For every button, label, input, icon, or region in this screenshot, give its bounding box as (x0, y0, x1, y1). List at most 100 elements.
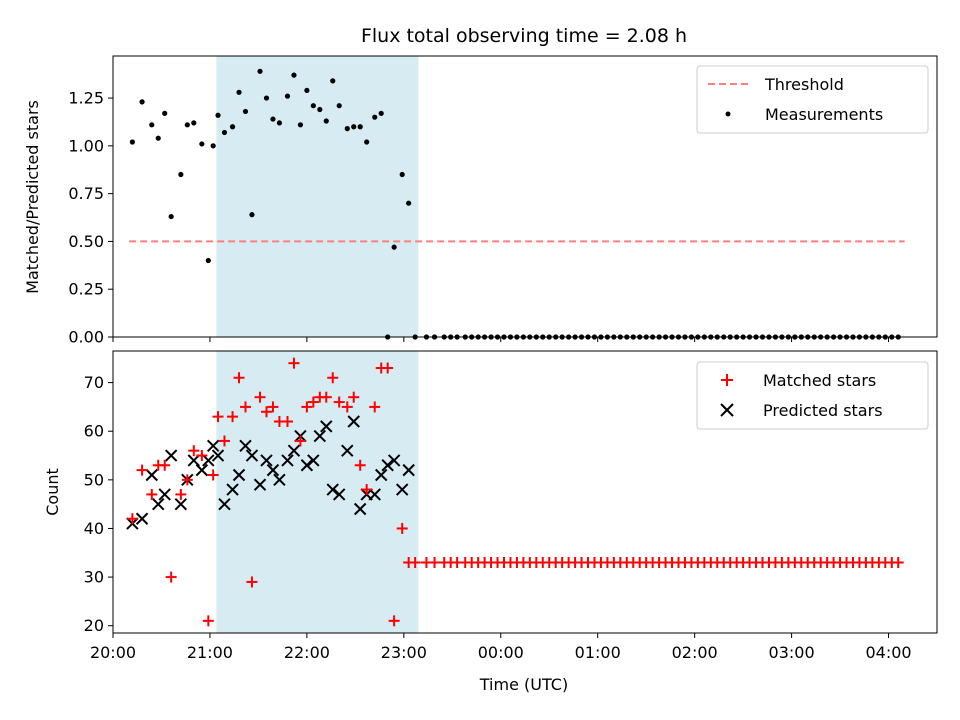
predicted-point (353, 502, 367, 516)
top-y-tick-label: 0.50 (68, 232, 104, 251)
measurement-point (249, 212, 255, 218)
predicted-point (218, 497, 231, 511)
matched-point (233, 372, 245, 384)
bottom-x-ticks: 20:00 21:00 22:00 23:00 00:00 01:00 02:00 03:00… (90, 633, 912, 662)
matched-point (294, 435, 306, 447)
matched-point (301, 401, 313, 413)
matched-point (146, 488, 158, 500)
matched-point (341, 401, 353, 413)
measurement-point (129, 139, 135, 145)
top-y-tick-label: 1.00 (68, 136, 104, 155)
predicted-point (174, 497, 188, 511)
x-tick-label: 04:00 (865, 643, 911, 662)
measurement-point (317, 106, 323, 113)
measurement-point (155, 135, 161, 141)
matched-point (388, 615, 400, 627)
matched-point (218, 435, 230, 447)
measurement-point (323, 118, 329, 124)
matched-point (165, 571, 177, 583)
predicted-point (260, 454, 273, 467)
bottom-y-tick-label: 40 (84, 519, 104, 538)
top-y-tick-label: 0.25 (68, 280, 104, 299)
measurement-point (168, 213, 174, 220)
measurement-point (199, 141, 205, 147)
measurement-point (257, 68, 263, 74)
bottom-y-tick-label: 70 (84, 373, 104, 392)
measurement-point (236, 89, 242, 95)
predicted-point (313, 429, 327, 443)
bottom-y-tick-label: 50 (84, 470, 104, 489)
measurement-point (162, 110, 168, 116)
matched-point (281, 416, 293, 427)
x-tick-label: 01:00 (575, 643, 621, 662)
predicted-point (347, 415, 360, 428)
predicted-point (320, 420, 333, 433)
predicted-point (368, 488, 381, 501)
predicted-point (206, 439, 220, 453)
legend-predicted-swatch (720, 403, 734, 417)
bottom-y-axis-label: Count (43, 468, 62, 516)
x-tick-label: 20:00 (90, 643, 136, 662)
top-legend: Threshold Measurements (696, 65, 929, 134)
matched-point (227, 411, 239, 423)
top-shaded-interval (216, 56, 419, 337)
predicted-point (187, 454, 200, 467)
measurement-point (215, 112, 221, 118)
measurement-point (406, 200, 412, 206)
matched-point (196, 450, 208, 462)
matched-point (892, 557, 904, 568)
measurement-point (310, 103, 316, 109)
measurement-point (221, 129, 228, 136)
predicted-point (164, 449, 178, 462)
measurement-point (344, 126, 350, 132)
matched-point (396, 522, 408, 534)
measurement-point (330, 78, 336, 84)
legend-matched-swatch (721, 374, 733, 386)
bottom-shaded-interval (216, 351, 419, 633)
matched-point (369, 401, 381, 413)
matched-point (175, 488, 187, 500)
bottom-legend: Matched stars Predicted stars (696, 361, 929, 430)
predicted-point (402, 463, 415, 477)
x-tick-label: 02:00 (672, 643, 718, 662)
legend-predicted-label: Predicted stars (763, 401, 883, 420)
matched-point (288, 357, 300, 369)
measurement-point (336, 103, 342, 109)
predicted-point (135, 512, 149, 525)
predicted-point (253, 478, 267, 491)
matched-point (202, 615, 214, 627)
predicted-point (158, 488, 171, 501)
matched-point (260, 406, 272, 418)
chart-title: Flux total observing time = 2.08 h (361, 25, 687, 47)
matched-point (207, 469, 219, 481)
matched-point (267, 401, 279, 413)
bottom-y-tick-label: 20 (84, 616, 104, 635)
matched-point (181, 474, 193, 486)
top-x-ticks (112, 337, 890, 342)
measurement-point (304, 87, 310, 94)
top-y-tick-label: 0.75 (68, 184, 104, 203)
measurement-point (184, 122, 190, 128)
measurement-point (372, 114, 378, 120)
matched-point (354, 459, 366, 471)
matched-point (348, 391, 360, 403)
measurement-point (229, 124, 236, 130)
predicted-point (287, 444, 301, 457)
matched-point (320, 391, 332, 403)
measurement-point (284, 93, 291, 99)
predicted-point (195, 463, 209, 477)
predicted-point (332, 488, 346, 501)
predicted-point (211, 449, 225, 462)
measurement-point (364, 139, 370, 145)
measurement-point (242, 108, 249, 115)
legend-measurements-label: Measurements (765, 105, 883, 124)
predicted-point (152, 497, 165, 511)
matched-point (239, 401, 251, 413)
top-axes-frame (112, 55, 938, 338)
matched-point (361, 484, 373, 496)
predicted-point (226, 483, 239, 496)
predicted-point (266, 463, 280, 477)
predicted-point (341, 444, 354, 457)
top-y-tick-label: 0.00 (68, 328, 104, 347)
bottom-y-ticks: 20 30 40 50 60 70 (84, 373, 113, 635)
